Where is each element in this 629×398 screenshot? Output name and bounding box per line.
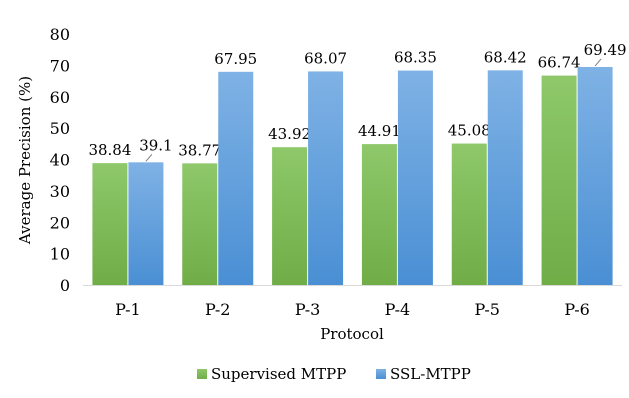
data-label-leader-line (145, 153, 153, 162)
y-axis-title: Average Precision (%) (16, 76, 34, 245)
data-label: 67.95 (214, 50, 257, 68)
data-label: 69.49 (584, 41, 627, 59)
x-tick-label: P-4 (385, 300, 410, 319)
y-tick-label: 10 (50, 245, 70, 264)
x-axis-title: Protocol (320, 325, 384, 343)
bar-supervised-mtpp-p-6 (541, 75, 577, 286)
bar-ssl-mtpp-p-5 (487, 70, 523, 286)
data-label: 38.77 (178, 141, 221, 159)
bar-supervised-mtpp-p-1 (92, 163, 128, 285)
y-tick-label: 20 (50, 213, 70, 232)
y-tick-label: 0 (60, 276, 70, 295)
y-tick-label: 70 (50, 56, 70, 75)
data-label: 38.84 (88, 141, 131, 159)
data-label: 44.91 (358, 122, 401, 140)
data-label: 66.74 (538, 54, 581, 72)
x-tick-label: P-5 (475, 300, 500, 319)
x-tick-label: P-3 (295, 300, 320, 319)
y-axis: 0 10 20 30 40 50 60 70 80 (50, 25, 70, 295)
bar-ssl-mtpp-p-1 (128, 162, 164, 285)
bar-ssl-mtpp-p-4 (397, 70, 433, 285)
legend: Supervised MTPP SSL-MTPP (197, 365, 471, 383)
bar-supervised-mtpp-p-5 (451, 143, 487, 285)
x-axis: P-1 P-2 P-3 P-4 P-5 P-6 (83, 285, 622, 319)
bar-ssl-mtpp-p-6 (577, 66, 613, 285)
data-label: 68.42 (484, 48, 527, 66)
bar-ssl-mtpp-p-3 (308, 71, 344, 285)
y-tick-label: 80 (50, 25, 70, 44)
y-tick-label: 30 (50, 182, 70, 201)
x-tick-label: P-2 (205, 300, 230, 319)
plot-area: 38.84 39.1 38.77 67.95 43.92 68.07 44.91 68.35 4… (88, 41, 627, 286)
bar-ssl-mtpp-p-2 (218, 71, 254, 285)
y-tick-label: 50 (50, 119, 70, 138)
bar-supervised-mtpp-p-4 (361, 144, 397, 285)
bar-supervised-mtpp-p-3 (272, 147, 308, 285)
data-label-leader-line (594, 58, 602, 67)
data-label: 68.35 (394, 49, 437, 67)
data-label: 45.08 (448, 122, 491, 140)
legend-label-ssl-mtpp: SSL-MTPP (390, 365, 471, 383)
legend-swatch-ssl-mtpp (376, 369, 386, 379)
legend-swatch-supervised-mtpp (197, 369, 207, 379)
bar-supervised-mtpp-p-2 (182, 163, 218, 285)
data-label: 68.07 (304, 49, 347, 67)
x-tick-label: P-1 (115, 300, 140, 319)
data-label: 39.1 (139, 136, 172, 154)
y-tick-label: 60 (50, 88, 70, 107)
y-tick-label: 40 (50, 151, 70, 170)
data-label: 43.92 (268, 125, 311, 143)
legend-label-supervised-mtpp: Supervised MTPP (211, 365, 346, 383)
x-tick-label: P-6 (564, 300, 589, 319)
